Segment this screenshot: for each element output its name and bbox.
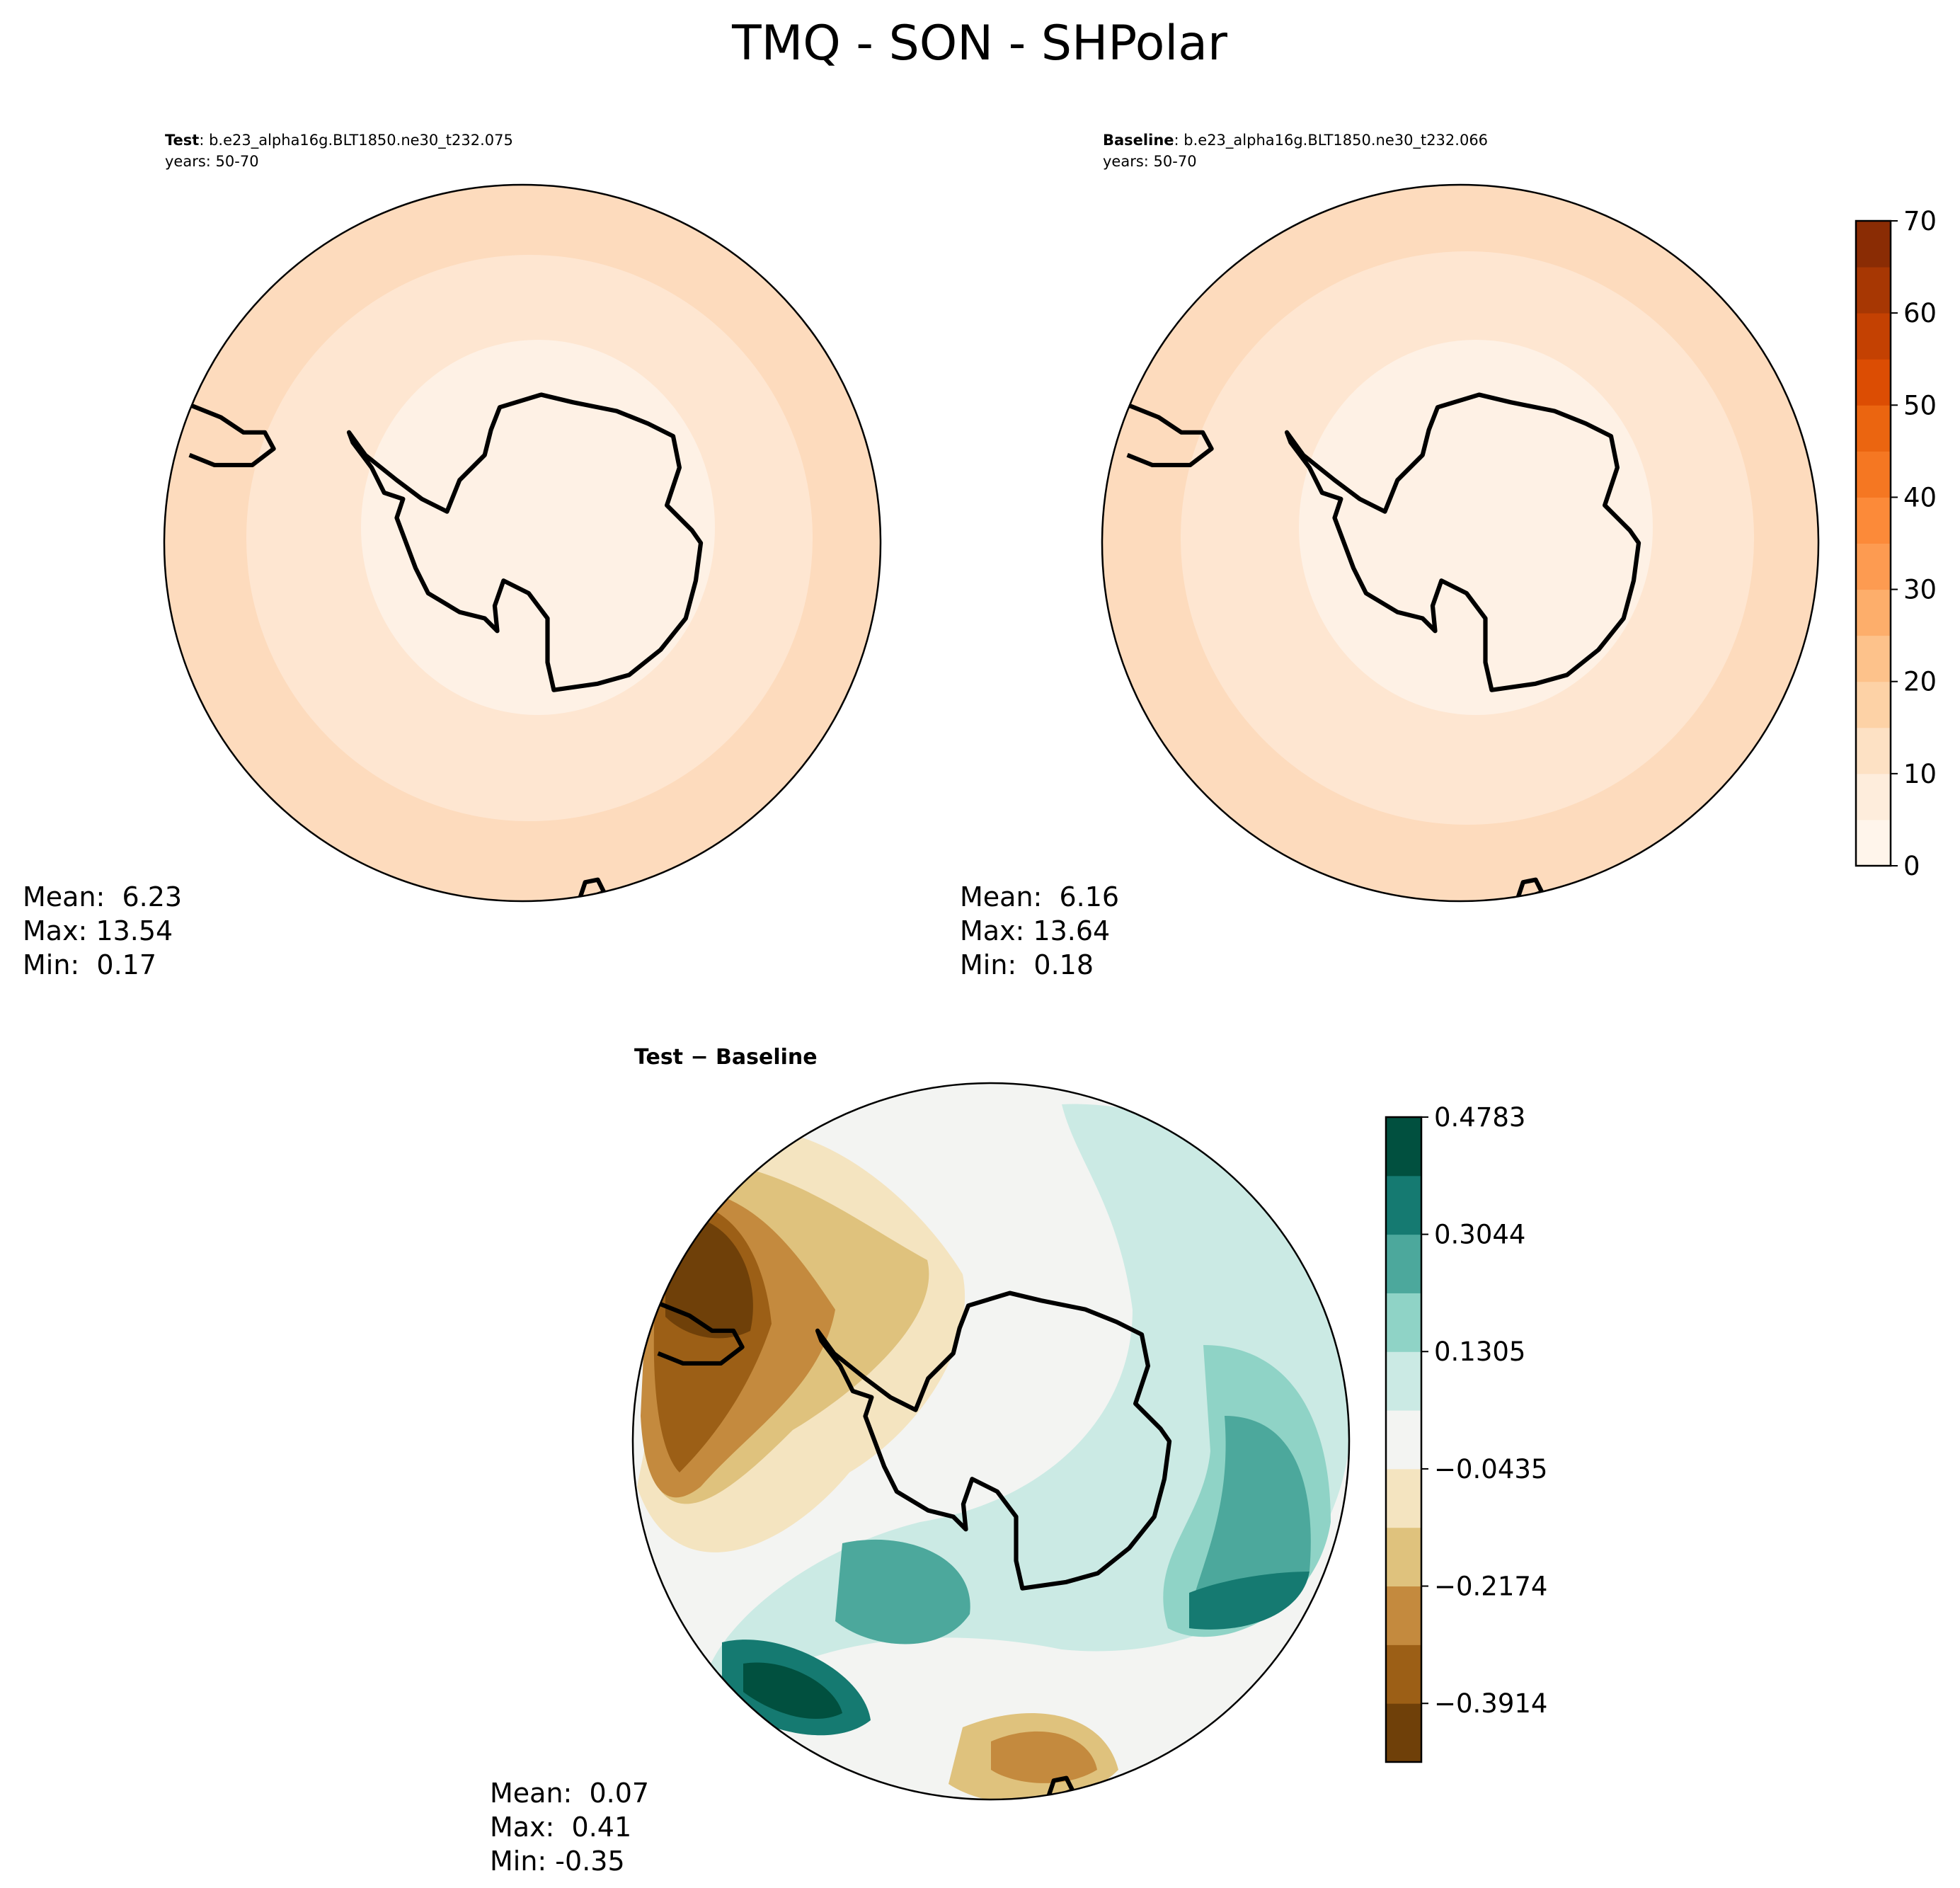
stat: Min: -0.35 — [490, 1846, 625, 1877]
colorbar-tick-label: 60 — [1903, 298, 1937, 328]
panel-years: years: 50-70 — [1103, 153, 1197, 170]
stat: Min: 0.17 — [23, 949, 156, 980]
colorbar-band — [1856, 635, 1891, 682]
colorbar-tick-label: 50 — [1903, 390, 1937, 420]
colorbar-tick-label: 30 — [1903, 575, 1937, 605]
colorbar-tick-label: 0 — [1903, 851, 1920, 881]
colorbar-band — [1386, 1644, 1421, 1704]
colorbar-tick-label: 0.1305 — [1434, 1337, 1525, 1367]
map-band — [743, 1662, 842, 1720]
colorbar-band — [1386, 1703, 1421, 1763]
map-band — [991, 1731, 1097, 1783]
panel-label: Test — [165, 132, 199, 149]
stat: Max: 13.64 — [960, 915, 1110, 946]
colorbar-band — [1386, 1527, 1421, 1587]
map — [633, 1083, 1349, 1800]
map-border — [631, 1082, 1351, 1801]
colorbar-band — [1386, 1234, 1421, 1293]
map-border — [163, 183, 882, 903]
colorbar-band — [1386, 1410, 1421, 1470]
baseline-panel: Baseline: b.e23_alpha16g.BLT1850.ne30_t2… — [960, 132, 1820, 980]
difference-panel: Test − Baseline Mean: 0.07 Max: 0.41 Min… — [490, 1045, 1351, 1877]
colorbar-band — [1856, 727, 1891, 774]
colorbar-band — [1856, 359, 1891, 406]
colorbar-band — [1386, 1293, 1421, 1352]
colorbar-tick-label: 10 — [1903, 759, 1937, 789]
colorbar-tick-label: 0.3044 — [1434, 1220, 1525, 1250]
colorbar-band — [1856, 451, 1891, 498]
colorbar-band — [1856, 405, 1891, 452]
colorbar-frame — [1385, 1116, 1423, 1763]
colorbar-band — [1856, 221, 1891, 268]
map — [164, 185, 881, 901]
panel-years: years: 50-70 — [165, 153, 259, 170]
colorbar-band — [1856, 313, 1891, 360]
colorbar-tick-label: −0.3914 — [1434, 1688, 1547, 1719]
colorbar-tick-label: −0.2174 — [1434, 1572, 1547, 1602]
panel-label: Baseline — [1103, 132, 1174, 149]
stat: Mean: 0.07 — [490, 1778, 649, 1809]
map-border — [1101, 183, 1820, 903]
colorbar-band — [1386, 1351, 1421, 1411]
colorbar-tick-label: 0.4783 — [1434, 1102, 1525, 1133]
colorbar-band — [1856, 589, 1891, 636]
colorbar-tick-label: 40 — [1903, 482, 1937, 513]
colorbar-band — [1386, 1586, 1421, 1645]
panel-case: : b.e23_alpha16g.BLT1850.ne30_t232.066 — [1174, 132, 1489, 149]
map-band — [1299, 340, 1653, 715]
stat: Mean: 6.23 — [23, 881, 182, 912]
colorbar-band — [1856, 497, 1891, 544]
test-panel: Test: b.e23_alpha16g.BLT1850.ne30_t232.0… — [23, 132, 882, 980]
panel-case: : b.e23_alpha16g.BLT1850.ne30_t232.075 — [199, 132, 513, 149]
map-band — [361, 340, 715, 715]
panel-subtitle: Test: b.e23_alpha16g.BLT1850.ne30_t232.0… — [165, 132, 513, 149]
colorbar-band — [1386, 1117, 1421, 1177]
stat: Max: 13.54 — [23, 915, 173, 946]
stat: Max: 0.41 — [490, 1812, 631, 1843]
stat: Mean: 6.16 — [960, 881, 1119, 912]
colorbar-band — [1856, 681, 1891, 728]
colorbar-tick-label: 70 — [1903, 206, 1937, 236]
colorbar-frame — [1855, 219, 1892, 867]
panel-subtitle: Baseline: b.e23_alpha16g.BLT1850.ne30_t2… — [1103, 132, 1488, 149]
map-band — [835, 1539, 970, 1644]
colorbar-tick-label: 20 — [1903, 667, 1937, 697]
colorbar-band — [1856, 267, 1891, 314]
colorbar-band — [1386, 1468, 1421, 1528]
colorbar-band — [1856, 543, 1891, 590]
colorbar-tick-label: −0.0435 — [1434, 1454, 1547, 1484]
panel-label: Test − Baseline — [634, 1045, 818, 1070]
figure-title: TMQ - SON - SHPolar — [731, 16, 1227, 71]
map — [1102, 185, 1818, 901]
map-band — [1189, 1572, 1309, 1630]
stat: Min: 0.18 — [960, 949, 1094, 980]
colorbar-band — [1856, 773, 1891, 820]
colorbar-band — [1856, 819, 1891, 866]
colorbar-band — [1386, 1175, 1421, 1235]
